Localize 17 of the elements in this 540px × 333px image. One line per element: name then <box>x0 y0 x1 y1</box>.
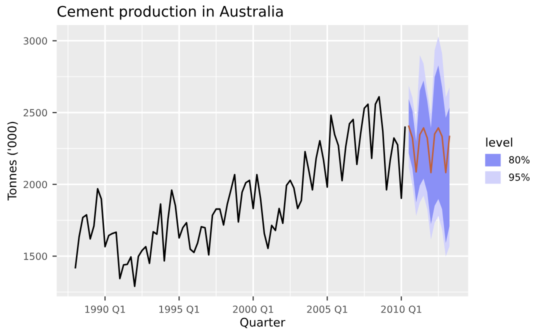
x-tick-label: 1995 Q1 <box>159 306 200 314</box>
line-series <box>408 125 450 174</box>
legend-label: 95% <box>509 173 530 181</box>
y-tick-label: 1500 <box>24 252 48 260</box>
x-tick-label: 2000 Q1 <box>233 306 274 314</box>
y-tick-label: 3000 <box>24 37 48 45</box>
x-tick-label: 1990 Q1 <box>85 306 125 314</box>
x-tick-label: 2010 Q1 <box>381 306 422 314</box>
line-series <box>74 96 406 288</box>
chart-title: Cement production in Australia <box>58 6 283 20</box>
x-axis-title: Quarter <box>240 318 286 328</box>
y-axis-title: Tonnes ('000) <box>7 122 18 200</box>
x-tick-label: 2005 Q1 <box>307 306 348 314</box>
legend-title: level <box>486 138 512 147</box>
legend-label: 80% <box>509 156 530 164</box>
y-tick-label: 2500 <box>24 109 48 116</box>
y-tick-label: 2000 <box>24 180 48 188</box>
